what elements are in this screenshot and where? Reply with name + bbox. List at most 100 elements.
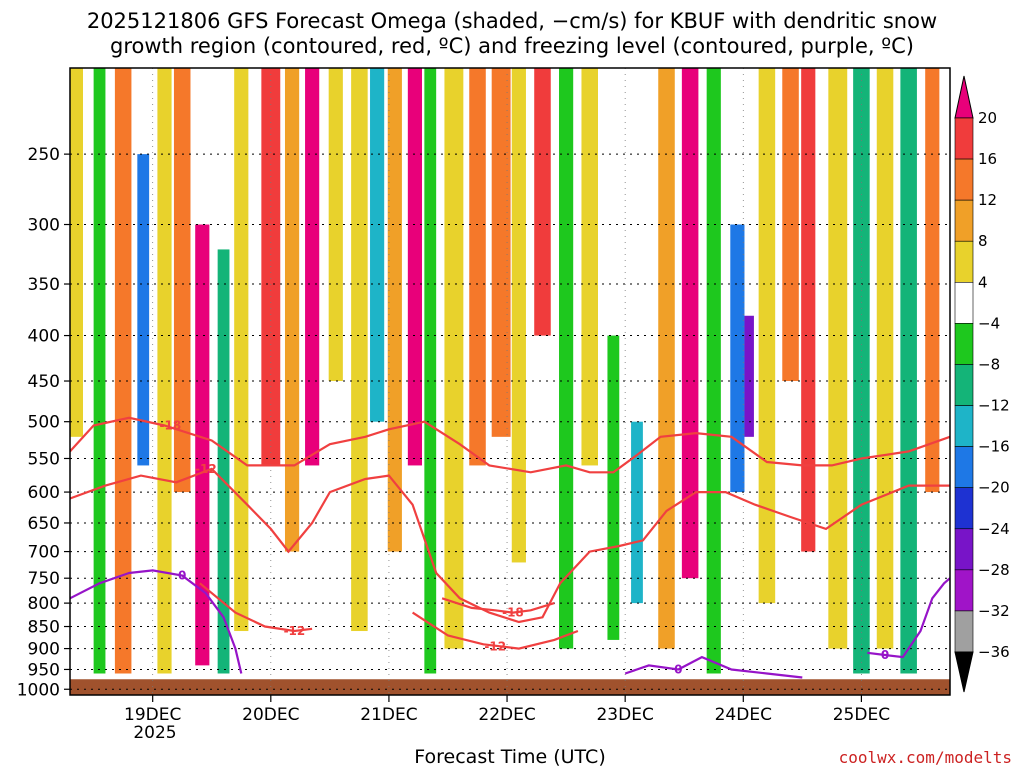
colorbar-label-2: 12 (978, 191, 997, 209)
omega-band-37 (876, 68, 894, 649)
colorbar-swatch-2 (954, 158, 974, 201)
omega-band-29 (706, 68, 721, 674)
y-tick-label-9: 700 (28, 543, 60, 563)
colorbar-label-11: −28 (978, 561, 1010, 579)
y-axis-pressure: 2503003504004505005506006507007508008509… (17, 145, 70, 700)
omega-band-32 (758, 68, 776, 604)
x-axis-title: Forecast Time (UTC) (414, 746, 605, 768)
contour-line-0 (70, 416, 950, 474)
x-tick-label-2: 21DEC (360, 705, 417, 725)
ground-terrain (70, 679, 950, 695)
contour-line-2 (441, 597, 555, 614)
y-tick-label-2: 350 (28, 275, 60, 295)
contour-label-5: 0 (178, 569, 186, 583)
contour-label-0: -18 (160, 419, 182, 433)
omega-band-12 (328, 68, 343, 382)
colorbar-label-13: −36 (978, 643, 1010, 661)
y-tick-label-12: 850 (28, 618, 60, 638)
omega-band-14 (370, 68, 385, 422)
omega-band-16 (407, 68, 422, 466)
colorbar-swatch-9 (954, 446, 974, 488)
omega-band-27 (658, 68, 675, 649)
y-tick-label-8: 650 (28, 514, 60, 534)
omega-band-38 (900, 68, 917, 674)
colorbar-top-arrow (954, 75, 974, 119)
omega-band-34 (801, 68, 816, 552)
omega-band-13 (351, 68, 368, 632)
colorbar-swatch-5 (954, 282, 974, 324)
colorbar-label-10: −24 (978, 520, 1010, 538)
omega-band-11 (305, 68, 320, 466)
omega-band-5 (173, 68, 191, 493)
y-tick-label-5: 500 (28, 413, 60, 433)
colorbar-label-4: 4 (978, 273, 988, 291)
colorbar-label-9: −20 (978, 479, 1010, 497)
contour-line-6 (624, 655, 803, 679)
x-tick-label-3: 22DEC (478, 705, 535, 725)
contour-label-2: -18 (502, 606, 524, 620)
y-tick-label-1: 300 (28, 216, 60, 236)
omega-band-23 (559, 68, 574, 649)
omega-band-7 (217, 249, 230, 674)
colorbar-swatch-8 (954, 405, 974, 447)
y-tick-label-14: 950 (28, 660, 60, 680)
y-tick-label-10: 750 (28, 569, 60, 589)
colorbar-label-6: −8 (978, 355, 1000, 373)
x-axis-time: 19DEC 20DEC 21DEC 22DEC 23DEC 24DEC 25DEC (124, 695, 890, 725)
colorbar-label-1: 16 (978, 150, 997, 168)
title-line-2: growth region (contoured, red, ºC) and f… (110, 34, 914, 58)
omega-band-22 (534, 68, 551, 336)
contour-line-7 (867, 577, 950, 659)
year-label: 2025 (133, 723, 176, 743)
y-tick-label-0: 250 (28, 145, 60, 165)
contour-line-5 (70, 569, 243, 674)
omega-band-19 (469, 68, 486, 466)
colorbar-swatch-10 (954, 487, 974, 530)
omega-band-35 (828, 68, 848, 649)
omega-shading (70, 68, 940, 674)
omega-band-24 (581, 68, 598, 466)
credit-link[interactable]: coolwx.com/modelts (839, 748, 1012, 767)
colorbar-label-12: −32 (978, 602, 1010, 620)
contour-line-1 (70, 467, 950, 624)
x-tick-label-4: 23DEC (596, 705, 653, 725)
omega-band-6 (195, 224, 210, 666)
omega-band-2 (114, 68, 132, 674)
chart-title: 2025121806 GFS Forecast Omega (shaded, −… (87, 9, 937, 58)
y-tick-label-15: 1000 (17, 680, 60, 700)
y-tick-label-4: 450 (28, 372, 60, 392)
x-tick-label-6: 25DEC (833, 705, 890, 725)
omega-band-26 (631, 421, 643, 604)
colorbar-label-3: 8 (978, 232, 988, 250)
omega-band-3 (137, 154, 150, 466)
title-line-1: 2025121806 GFS Forecast Omega (shaded, −… (87, 9, 937, 33)
contour-lines: -18 -12 -18 -12 -12 0 0 0 (70, 416, 950, 679)
omega-band-20 (491, 68, 511, 437)
contour-label-4: -12 (284, 624, 306, 638)
y-tick-label-13: 900 (28, 640, 60, 660)
y-tick-label-6: 550 (28, 449, 60, 469)
contour-label-7: 0 (881, 648, 889, 662)
contour-label-3: -12 (484, 639, 506, 653)
colorbar-swatch-3 (954, 199, 974, 242)
omega-band-1 (93, 68, 106, 674)
colorbar-swatch-13 (954, 610, 974, 653)
ground-fill (70, 679, 950, 695)
colorbar-label-0: 20 (978, 109, 997, 127)
colorbar-label-5: −4 (978, 314, 1000, 332)
contour-line-3 (412, 611, 579, 650)
omega-band-28 (681, 68, 699, 579)
colorbar-swatch-12 (954, 569, 974, 612)
omega-band-25 (607, 335, 620, 640)
omega-band-0 (70, 68, 83, 437)
x-tick-label-5: 24DEC (715, 705, 772, 725)
colorbar-bottom-arrow (954, 651, 974, 693)
omega-band-10 (284, 68, 300, 552)
omega-band-36 (853, 68, 870, 674)
contour-label-1: -12 (195, 462, 217, 476)
colorbar-swatch-4 (954, 240, 974, 283)
colorbar-swatch-11 (954, 528, 974, 571)
omega-band-17 (424, 68, 437, 674)
omega-band-18 (444, 68, 464, 649)
